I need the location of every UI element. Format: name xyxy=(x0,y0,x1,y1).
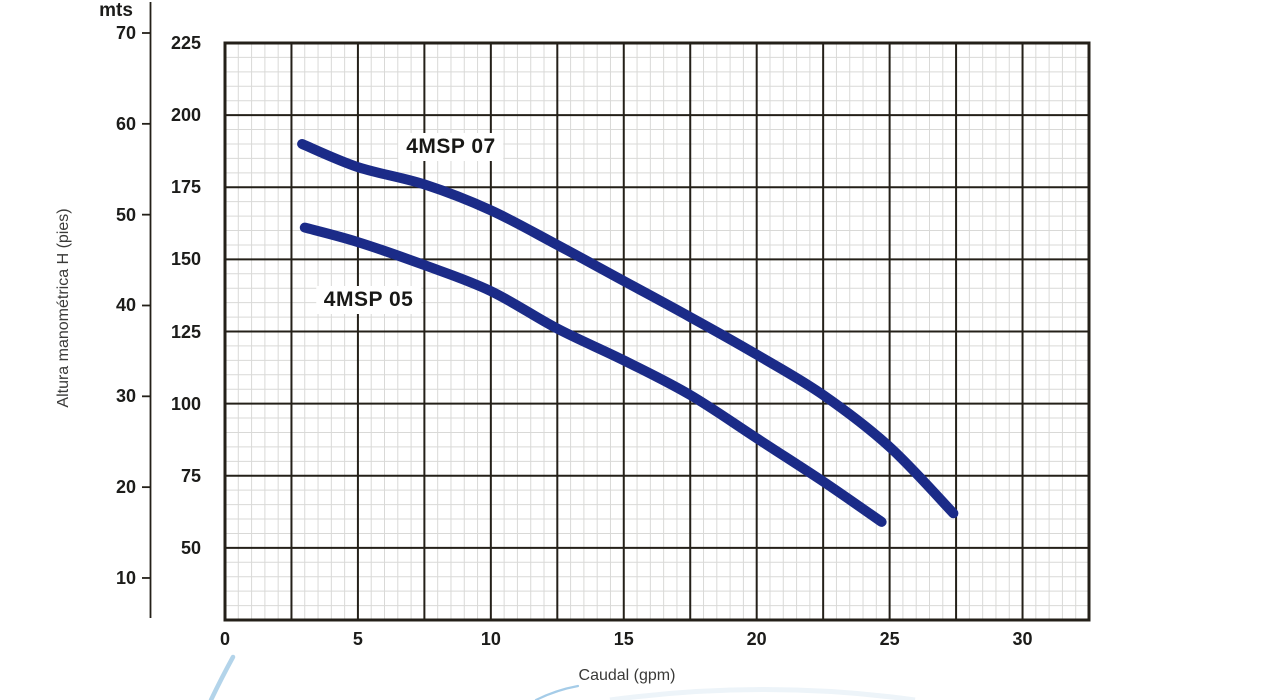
pies-tick-label: 200 xyxy=(170,105,201,126)
pies-tick-label: 175 xyxy=(170,177,201,198)
gpm-tick-label: 5 xyxy=(352,629,363,649)
curve-label-4msp-05: 4MSP 05 xyxy=(315,285,422,314)
mts-unit-label: mts xyxy=(99,0,133,21)
pies-tick-label: 225 xyxy=(170,33,201,53)
gpm-tick-label: 25 xyxy=(879,629,900,649)
plot-border xyxy=(223,41,1091,622)
gpm-tick-label: 15 xyxy=(613,629,634,649)
mts-axis xyxy=(142,2,152,618)
mts-tick-label: 50 xyxy=(115,204,136,225)
mts-tick-label: 10 xyxy=(115,567,136,588)
mts-tick-label: 60 xyxy=(115,113,136,134)
curve-4msp-07 xyxy=(297,139,959,519)
gpm-tick-label: 10 xyxy=(480,629,501,649)
pies-tick-label: 75 xyxy=(180,465,201,486)
mts-tick-label: 70 xyxy=(115,23,136,43)
pies-tick-label: 50 xyxy=(180,537,201,558)
watermark-swoosh xyxy=(208,654,916,700)
gpm-tick-label: 30 xyxy=(1012,629,1033,649)
pies-tick-label: 125 xyxy=(170,321,201,342)
mts-tick-label: 20 xyxy=(115,477,136,498)
x-axis-title: Caudal (gpm) xyxy=(578,667,676,684)
pies-tick-label: 100 xyxy=(170,393,201,414)
mts-tick-label: 30 xyxy=(115,386,136,407)
gpm-tick-label: 20 xyxy=(746,629,767,649)
mts-tick-label: 40 xyxy=(115,295,136,316)
gpm-tick-label: 0 xyxy=(219,629,231,649)
pies-tick-label: 150 xyxy=(170,249,201,270)
curve-label-4msp-07: 4MSP 07 xyxy=(398,132,504,161)
curve-4msp-05 xyxy=(299,222,887,527)
